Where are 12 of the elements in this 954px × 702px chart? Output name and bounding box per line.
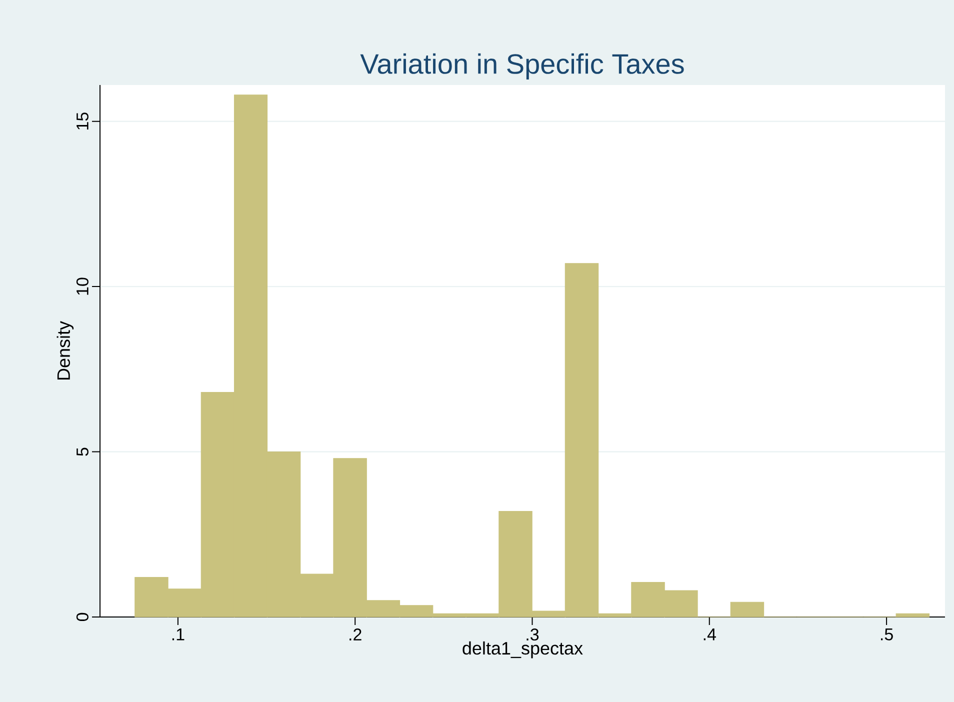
x-tick-label: .1 xyxy=(172,628,184,640)
y-tick-label: 5 xyxy=(76,448,88,456)
chart-title: Variation in Specific Taxes xyxy=(360,53,684,80)
y-tick-label: 0 xyxy=(76,612,88,622)
y-tick-label: 15 xyxy=(76,112,88,130)
x-axis-title: delta1_spectax xyxy=(462,641,583,658)
x-tick-label: .2 xyxy=(350,628,362,640)
x-tick-label: .5 xyxy=(881,628,893,640)
x-tick-label: .4 xyxy=(704,628,716,640)
y-tick-label: 10 xyxy=(76,278,88,295)
y-axis-title: Density xyxy=(56,321,74,380)
x-tick-label: .3 xyxy=(526,628,539,641)
